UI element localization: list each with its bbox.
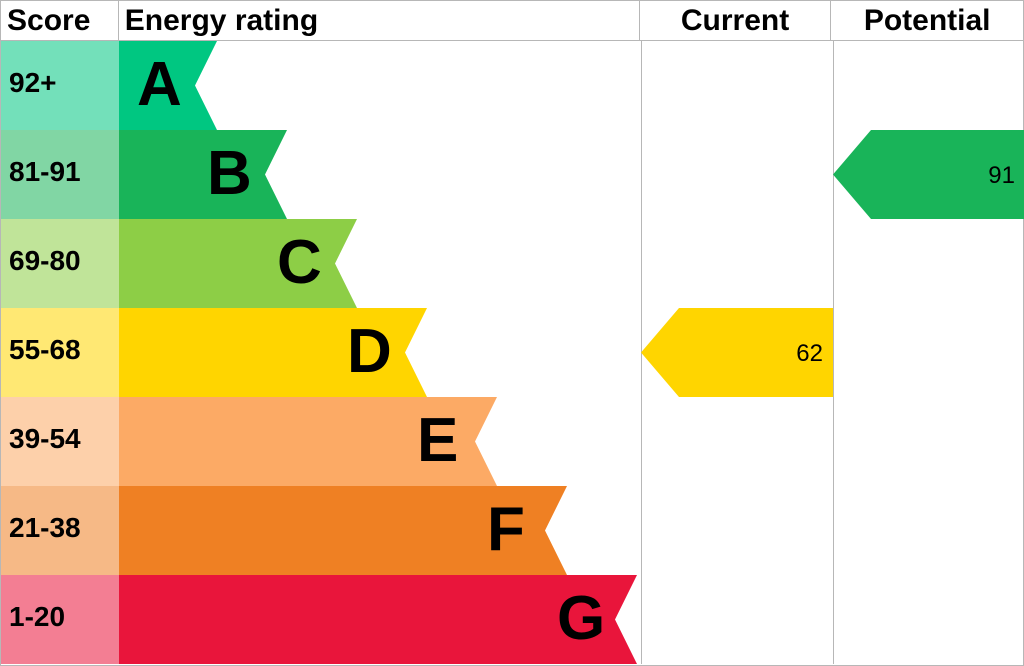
current-value: 62 [796,340,823,368]
band-row-e: 39-54 E [1,397,641,486]
header-rating: Energy rating [119,1,640,40]
header-row: Score Energy rating Current Potential [1,1,1023,41]
score-range-label: 21-38 [9,512,81,544]
band-row-f: 21-38 F [1,486,641,575]
potential-value: 91 [988,162,1015,190]
score-range-label: 69-80 [9,245,81,277]
rating-letter: G [557,583,605,654]
band-row-g: 1-20 G [1,575,641,664]
rating-letter: A [137,49,182,120]
rating-letter: D [347,316,392,387]
score-range-label: 92+ [9,67,57,99]
score-range-label: 55-68 [9,334,81,366]
header-current: Current [640,1,832,40]
rating-bar [119,130,287,219]
score-range-label: 81-91 [9,156,81,188]
current-arrow: 62 [641,308,833,397]
band-row-b: 81-91 B [1,130,641,219]
energy-rating-chart: Score Energy rating Current Potential 92… [0,0,1024,666]
rating-letter: C [277,227,322,298]
rating-letter: B [207,138,252,209]
band-row-d: 55-68 D [1,308,641,397]
chart-body: 92+ A 81-91 B 69-80 C 55-68 D 39-54 E 21-38 F 1-20 G 6… [1,41,1023,664]
rating-letter: E [417,405,458,476]
score-range-label: 39-54 [9,423,81,455]
band-row-c: 69-80 C [1,219,641,308]
score-range-label: 1-20 [9,601,65,633]
rating-letter: F [487,494,525,565]
potential-arrow: 91 [833,130,1024,219]
band-row-a: 92+ A [1,41,641,130]
header-potential: Potential [831,1,1023,40]
header-score: Score [1,1,119,40]
